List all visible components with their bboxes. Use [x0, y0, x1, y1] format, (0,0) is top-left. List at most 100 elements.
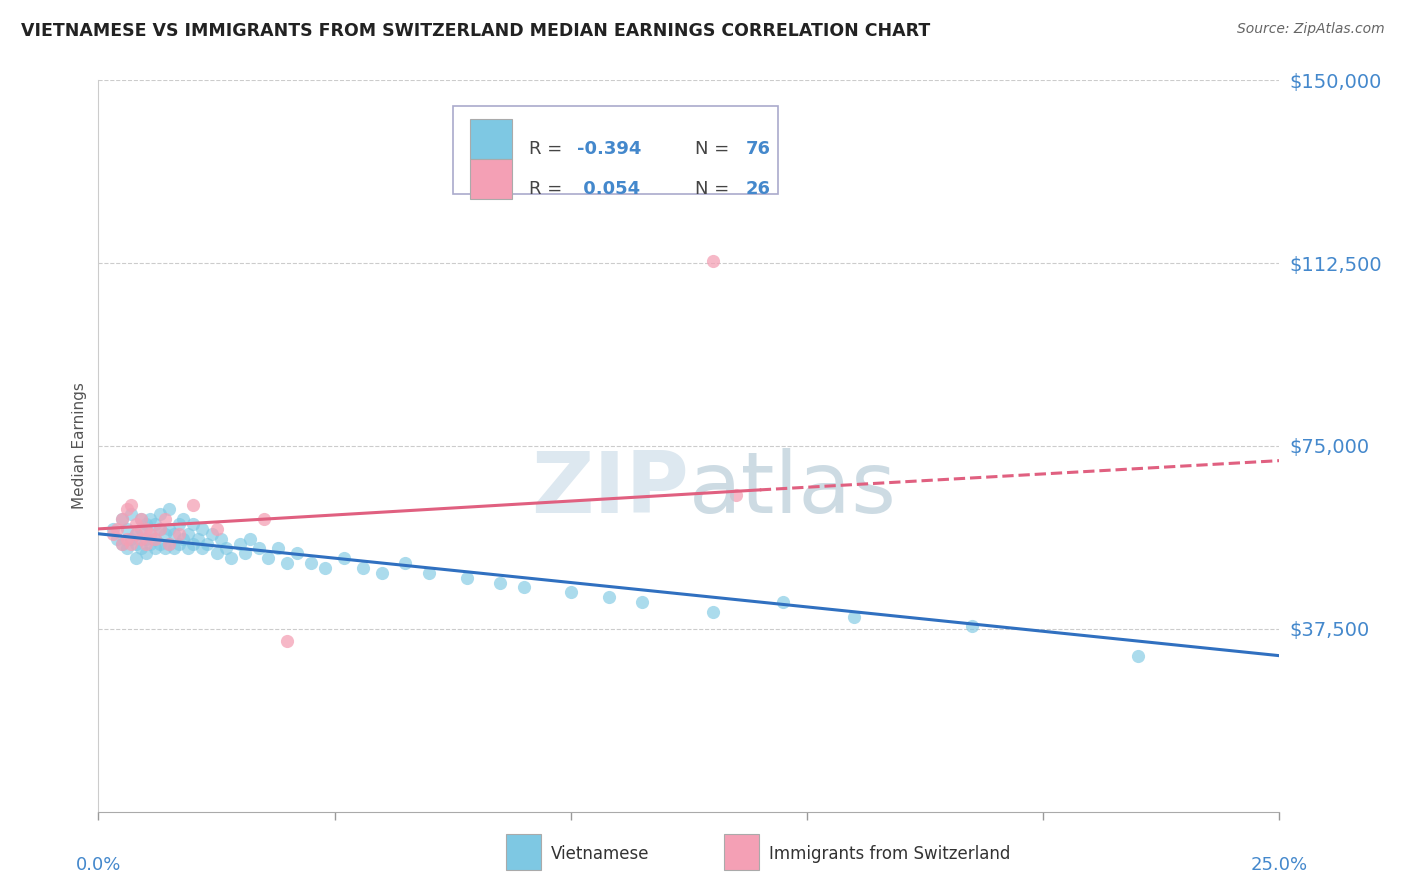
- Point: [143, 541, 166, 556]
- Point: [598, 590, 620, 604]
- Point: [135, 522, 157, 536]
- Point: [560, 585, 582, 599]
- Point: [181, 498, 204, 512]
- Point: [239, 532, 262, 546]
- Point: [121, 536, 143, 550]
- Point: [111, 512, 134, 526]
- FancyBboxPatch shape: [471, 119, 512, 159]
- Text: R =: R =: [530, 180, 568, 199]
- Point: [187, 532, 209, 546]
- Point: [314, 561, 336, 575]
- Point: [143, 532, 166, 546]
- Point: [181, 516, 204, 531]
- Point: [702, 605, 724, 619]
- Point: [143, 532, 166, 546]
- Text: atlas: atlas: [689, 449, 897, 532]
- Point: [111, 512, 134, 526]
- Point: [153, 512, 176, 526]
- Point: [129, 532, 152, 546]
- Point: [215, 541, 238, 556]
- Point: [233, 546, 256, 560]
- Point: [456, 571, 478, 585]
- Point: [394, 556, 416, 570]
- Point: [115, 522, 138, 536]
- Point: [181, 536, 204, 550]
- Point: [167, 536, 190, 550]
- Text: Vietnamese: Vietnamese: [551, 845, 650, 863]
- Point: [149, 508, 172, 522]
- Point: [191, 541, 214, 556]
- Point: [125, 526, 148, 541]
- Point: [163, 526, 186, 541]
- Point: [129, 512, 152, 526]
- Point: [630, 595, 652, 609]
- Point: [115, 532, 138, 546]
- Point: [1126, 648, 1149, 663]
- Point: [125, 536, 148, 550]
- Point: [172, 532, 194, 546]
- Point: [352, 561, 374, 575]
- Y-axis label: Median Earnings: Median Earnings: [72, 383, 87, 509]
- Text: VIETNAMESE VS IMMIGRANTS FROM SWITZERLAND MEDIAN EARNINGS CORRELATION CHART: VIETNAMESE VS IMMIGRANTS FROM SWITZERLAN…: [21, 22, 931, 40]
- Text: N =: N =: [695, 180, 735, 199]
- FancyBboxPatch shape: [453, 106, 778, 194]
- Point: [489, 575, 512, 590]
- Point: [129, 541, 152, 556]
- Point: [143, 516, 166, 531]
- Text: 0.0%: 0.0%: [76, 855, 121, 873]
- Point: [247, 541, 270, 556]
- Point: [157, 536, 180, 550]
- Text: 0.054: 0.054: [576, 180, 640, 199]
- Point: [139, 536, 162, 550]
- Point: [125, 516, 148, 531]
- Point: [205, 546, 228, 560]
- Point: [153, 526, 176, 541]
- Point: [125, 526, 148, 541]
- Point: [149, 536, 172, 550]
- Point: [177, 526, 200, 541]
- Point: [115, 502, 138, 516]
- Point: [195, 536, 218, 550]
- Point: [163, 541, 186, 556]
- Text: R =: R =: [530, 140, 568, 158]
- Point: [167, 526, 190, 541]
- Point: [149, 522, 172, 536]
- Text: 25.0%: 25.0%: [1251, 855, 1308, 873]
- Point: [418, 566, 440, 580]
- Point: [149, 522, 172, 536]
- Point: [125, 551, 148, 566]
- Point: [276, 556, 298, 570]
- Text: 76: 76: [745, 140, 770, 158]
- Text: 26: 26: [745, 180, 770, 199]
- Point: [285, 546, 308, 560]
- Point: [157, 536, 180, 550]
- Point: [257, 551, 280, 566]
- Point: [167, 516, 190, 531]
- Point: [129, 522, 152, 536]
- Point: [157, 522, 180, 536]
- Point: [139, 526, 162, 541]
- Text: -0.394: -0.394: [576, 140, 641, 158]
- Point: [105, 522, 128, 536]
- Point: [229, 536, 252, 550]
- Point: [844, 609, 866, 624]
- Point: [101, 522, 124, 536]
- Point: [725, 488, 748, 502]
- Point: [191, 522, 214, 536]
- Point: [135, 516, 157, 531]
- Point: [172, 512, 194, 526]
- Point: [201, 526, 224, 541]
- Point: [333, 551, 356, 566]
- Point: [702, 253, 724, 268]
- Point: [219, 551, 242, 566]
- Point: [101, 526, 124, 541]
- Point: [267, 541, 290, 556]
- Point: [139, 512, 162, 526]
- Point: [253, 512, 276, 526]
- Point: [135, 546, 157, 560]
- Point: [772, 595, 794, 609]
- Point: [962, 619, 984, 633]
- Point: [512, 581, 534, 595]
- Point: [371, 566, 394, 580]
- Point: [135, 532, 157, 546]
